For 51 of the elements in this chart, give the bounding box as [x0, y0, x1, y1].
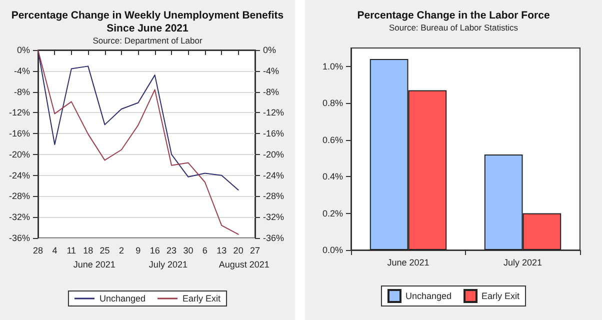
- y-tick-label: -24%: [8, 170, 30, 180]
- y-tick-label: -16%: [8, 128, 30, 139]
- y-tick-label: 0.2%: [322, 208, 343, 218]
- chart-title: Percentage Change in Weekly Unemployment Benefits Since June 2021: [11, 10, 284, 34]
- line-series: [38, 50, 239, 190]
- x-tick-label: 25: [100, 246, 110, 256]
- y-tick-label: -12%: [8, 108, 30, 118]
- y2-tick-label: -4%: [263, 66, 280, 76]
- legend-label: Early Exit: [482, 291, 520, 301]
- x-tick-label: 9: [136, 246, 141, 256]
- y2-tick-label: -8%: [263, 86, 280, 97]
- x-tick-label: 2: [118, 246, 124, 256]
- x-tick-label: 27: [250, 246, 260, 256]
- y2-tick-label: -12%: [263, 108, 284, 118]
- x-tick-label: 20: [233, 246, 244, 256]
- y-tick-label: -8%: [14, 86, 30, 97]
- x-tick-label: 6: [202, 246, 208, 256]
- y-tick-label: -20%: [8, 149, 30, 160]
- y-tick-label: -28%: [8, 191, 30, 202]
- text: August 2021: [218, 260, 270, 270]
- line-series: [38, 50, 239, 235]
- y-tick-label: -32%: [8, 212, 30, 222]
- y-tick-label: 0.6%: [322, 134, 343, 145]
- y2-tick-label: -36%: [263, 233, 284, 243]
- y2-tick-label: -32%: [263, 212, 284, 222]
- x-tick-label: 30: [183, 246, 194, 256]
- chart-title: Percentage Change in the Labor Force: [357, 10, 550, 22]
- y2-tick-label: -24%: [263, 170, 284, 180]
- x-tick-label: 28: [32, 246, 44, 256]
- x-tick-label: 13: [216, 246, 227, 256]
- x-tick-label: 18: [83, 246, 94, 256]
- y-tick-label: 0.4%: [322, 172, 343, 182]
- y2-tick-label: 0%: [263, 45, 276, 55]
- x-tick-label: 4: [52, 246, 58, 256]
- y-tick-label: -4%: [14, 66, 30, 76]
- legend-label: Early Exit: [182, 294, 222, 304]
- y2-tick-label: -20%: [263, 149, 284, 160]
- y-tick-label: 1.0%: [322, 61, 343, 72]
- x-tick-label: 16: [150, 246, 160, 256]
- chart-subtitle: Source: Department of Labor: [92, 36, 202, 46]
- x-tick-label: 11: [66, 246, 76, 256]
- y-tick-label: 0.8%: [322, 98, 343, 108]
- y-tick-label: 0.0%: [322, 245, 343, 255]
- y2-tick-label: -16%: [263, 128, 284, 139]
- x-tick-label: 23: [166, 246, 177, 256]
- legend-label: Unchanged: [99, 294, 146, 304]
- y-tick-label: -36%: [8, 233, 30, 243]
- y-tick-label: 0%: [16, 45, 30, 55]
- chart-subtitle: Source: Bureau of Labor Statistics: [389, 22, 518, 32]
- y2-tick-label: -28%: [263, 191, 284, 202]
- legend-label: Unchanged: [405, 291, 452, 301]
